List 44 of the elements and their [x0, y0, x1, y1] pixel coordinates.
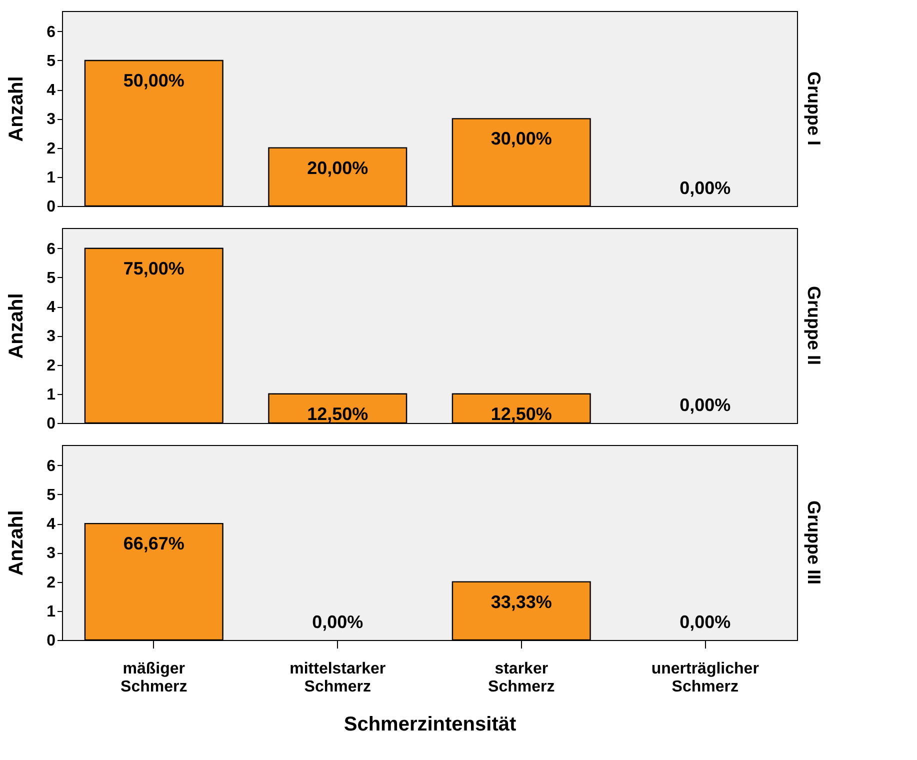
annotation: 12,50% — [490, 404, 552, 424]
x-tick-label: mittelstarker Schmerz — [290, 660, 386, 696]
annotation: 66,67% — [123, 534, 184, 554]
y-tick-label: 5 — [46, 52, 56, 70]
annotation: 12,50% — [307, 404, 368, 424]
annotation: 33,33% — [490, 592, 552, 612]
y-tick-label: 1 — [46, 603, 56, 620]
y-tick-label: 0 — [46, 416, 56, 432]
annotation: 75,00% — [123, 258, 184, 278]
x-tick-label: mäßiger Schmerz — [120, 660, 188, 696]
y-tick-label: 5 — [46, 486, 56, 504]
y-tick-label: 0 — [46, 198, 56, 216]
annotation: 20,00% — [307, 158, 368, 178]
y-tick-label: 2 — [46, 574, 56, 592]
y-tick-label: 4 — [46, 82, 56, 100]
annotation: 50,00% — [123, 70, 184, 90]
y-tick-label: 6 — [46, 458, 56, 475]
y-tick-label: 6 — [46, 240, 56, 258]
y-tick-label: 0 — [46, 632, 56, 650]
text: Gruppe I — [804, 71, 824, 146]
annotation: 0,00% — [680, 612, 731, 632]
y-tick-label: 3 — [46, 328, 56, 346]
annotation: 30,00% — [490, 128, 552, 149]
y-tick-label: 1 — [46, 169, 56, 186]
x-tick-label: unerträglicher Schmerz — [651, 660, 759, 696]
y-tick-label: 3 — [46, 111, 56, 128]
text: Gruppe II — [804, 286, 824, 366]
y-axis-title: Anzahl — [6, 293, 28, 359]
annotation: 0,00% — [680, 395, 731, 415]
y-tick-label: 1 — [46, 386, 56, 404]
y-tick-label: 3 — [46, 545, 56, 562]
text: Gruppe III — [804, 500, 824, 585]
y-axis-title: Anzahl — [6, 510, 28, 576]
annotation: 0,00% — [680, 178, 731, 198]
x-axis-title: Schmerzintensität — [344, 714, 516, 736]
y-tick-label: 6 — [46, 24, 56, 41]
y-tick-label: 4 — [46, 299, 56, 316]
y-tick-label: 2 — [46, 140, 56, 158]
x-tick-label: starker Schmerz — [488, 660, 555, 696]
y-axis-title: Anzahl — [6, 76, 28, 142]
annotation: 0,00% — [312, 612, 364, 632]
y-tick-label: 5 — [46, 270, 56, 287]
y-tick-label: 4 — [46, 516, 56, 534]
y-tick-label: 2 — [46, 357, 56, 374]
